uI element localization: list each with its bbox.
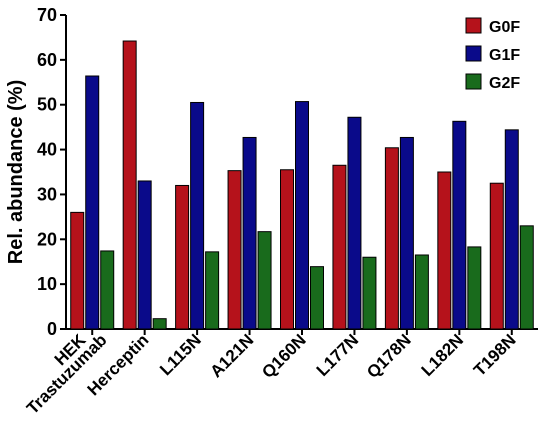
bar-g1f [242, 136, 257, 330]
bar-g1f [504, 129, 519, 330]
x-category-label: L182N [418, 330, 468, 380]
x-category-label: Q160N [258, 330, 310, 382]
bar-g2f [414, 254, 429, 330]
bar-g1f [85, 75, 100, 330]
bar-g0f [227, 170, 242, 330]
bars [70, 40, 534, 330]
bar-g1f [399, 136, 414, 330]
legend-swatch-g2f [465, 73, 482, 90]
bar-g2f [467, 246, 482, 330]
y-tick-label: 20 [37, 229, 57, 249]
y-axis: 0 10 20 30 40 50 60 70 [37, 5, 67, 339]
y-tick-label: 10 [37, 274, 57, 294]
x-category-label: T198N [470, 330, 520, 380]
y-tick-label: 50 [37, 95, 57, 115]
bar-g1f [137, 180, 152, 330]
bar-g2f [257, 231, 272, 330]
y-tick-label: 40 [37, 140, 57, 160]
y-tick-label: 0 [47, 319, 57, 339]
bar-g1f [347, 116, 362, 330]
x-category-label: Q178N [363, 330, 415, 382]
bar-g1f [452, 120, 467, 330]
y-tick-label: 30 [37, 184, 57, 204]
legend-label-g2f: G2F [489, 75, 520, 92]
legend-label-g0f: G0F [489, 19, 520, 36]
x-category-label: L115N [156, 330, 205, 379]
bar-g0f [332, 164, 347, 330]
legend-label-g1f: G1F [489, 47, 520, 64]
y-tick-label: 60 [37, 50, 57, 70]
bar-g2f [152, 318, 167, 330]
bar-g2f [205, 251, 220, 330]
y-tick-label: 70 [37, 5, 57, 25]
bar-g0f [175, 184, 190, 330]
legend: G0F G1F G2F [465, 17, 520, 92]
bar-g1f [190, 101, 205, 330]
bar-g0f [437, 171, 452, 330]
x-category-label: L177N [313, 330, 363, 380]
bar-g1f [295, 101, 309, 330]
bar-g0f [122, 40, 137, 330]
bar-g0f [489, 182, 504, 330]
bar-g2f [310, 266, 324, 330]
y-axis-title: Rel. abundance (%) [5, 80, 27, 264]
bar-g0f [384, 147, 399, 330]
bar-g2f [100, 250, 115, 330]
bar-g0f [280, 169, 294, 330]
bar-g2f [362, 256, 377, 330]
legend-swatch-g1f [465, 45, 482, 62]
bar-g0f [70, 211, 85, 330]
bar-g2f [519, 225, 534, 330]
x-category-label: A121N [207, 330, 258, 381]
legend-swatch-g0f [465, 17, 482, 34]
